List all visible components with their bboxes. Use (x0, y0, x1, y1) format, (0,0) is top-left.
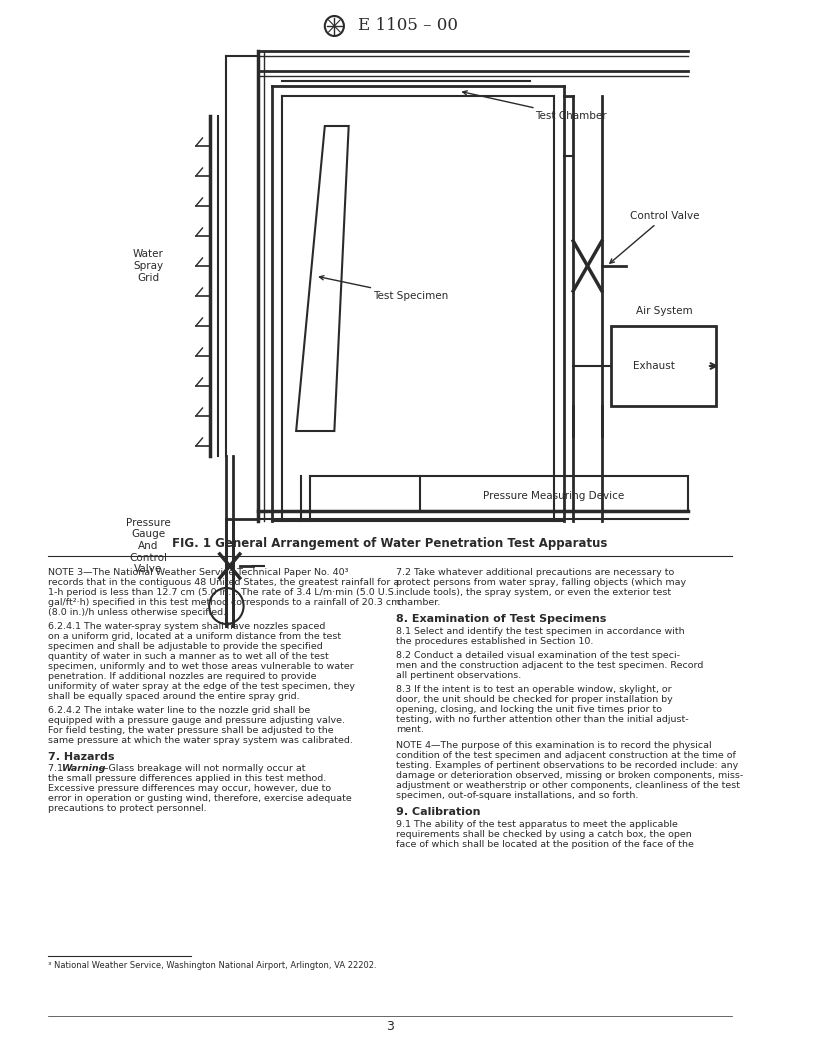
Text: 8.2 Conduct a detailed visual examination of the test speci-: 8.2 Conduct a detailed visual examinatio… (397, 650, 681, 660)
Text: (8.0 in.)/h unless otherwise specified.: (8.0 in.)/h unless otherwise specified. (48, 608, 226, 617)
Bar (611, 326, 716, 406)
Text: precautions to protect personnel.: precautions to protect personnel. (48, 804, 206, 813)
Text: requirements shall be checked by using a catch box, the open: requirements shall be checked by using a… (397, 830, 692, 840)
Text: Warning: Warning (62, 763, 106, 773)
Text: 9. Calibration: 9. Calibration (397, 807, 481, 817)
Text: specimen, out-of-square installations, and so forth.: specimen, out-of-square installations, a… (397, 791, 639, 800)
Text: adjustment or weatherstrip or other components, cleanliness of the test: adjustment or weatherstrip or other comp… (397, 781, 740, 790)
Text: 1-h period is less than 12.7 cm (5.0 in.). The rate of 3.4 L/m·min (5.0 U.S.: 1-h period is less than 12.7 cm (5.0 in.… (48, 588, 397, 597)
Text: uniformity of water spray at the edge of the test specimen, they: uniformity of water spray at the edge of… (48, 682, 355, 691)
Text: NOTE 3—The National Weather Service Technical Paper No. 40³: NOTE 3—The National Weather Service Tech… (48, 568, 348, 577)
Text: Exhaust: Exhaust (633, 361, 676, 371)
Text: chamber.: chamber. (397, 598, 441, 607)
Text: 8.1 Select and identify the test specimen in accordance with: 8.1 Select and identify the test specime… (397, 627, 685, 636)
Text: E 1105 – 00: E 1105 – 00 (358, 18, 459, 35)
Text: testing. Examples of pertinent observations to be recorded include: any: testing. Examples of pertinent observati… (397, 761, 738, 770)
Text: Test Chamber: Test Chamber (463, 91, 606, 121)
Text: Pressure
Gauge
And
Control
Valve: Pressure Gauge And Control Valve (126, 517, 171, 574)
Text: protect persons from water spray, falling objects (which may: protect persons from water spray, fallin… (397, 578, 686, 587)
Text: Excessive pressure differences may occur, however, due to: Excessive pressure differences may occur… (48, 784, 331, 793)
Text: on a uniform grid, located at a uniform distance from the test: on a uniform grid, located at a uniform … (48, 631, 341, 641)
Text: 6.2.4.1 The water-spray system shall have nozzles spaced: 6.2.4.1 The water-spray system shall hav… (48, 622, 325, 631)
Text: same pressure at which the water spray system was calibrated.: same pressure at which the water spray s… (48, 736, 353, 744)
Text: quantity of water in such a manner as to wet all of the test: quantity of water in such a manner as to… (48, 652, 329, 661)
Text: Pressure Measuring Device: Pressure Measuring Device (483, 491, 625, 501)
Text: —Glass breakage will not normally occur at: —Glass breakage will not normally occur … (100, 763, 306, 773)
Bar (420, 476, 688, 511)
Text: all pertinent observations.: all pertinent observations. (397, 671, 521, 680)
Text: records that in the contiguous 48 United States, the greatest rainfall for a: records that in the contiguous 48 United… (48, 578, 399, 587)
Text: 7.1: 7.1 (48, 763, 66, 773)
Text: equipped with a pressure gauge and pressure adjusting valve.: equipped with a pressure gauge and press… (48, 716, 345, 725)
Text: 7. Hazards: 7. Hazards (48, 752, 114, 762)
Text: Air System: Air System (636, 306, 692, 316)
Text: condition of the test specimen and adjacent construction at the time of: condition of the test specimen and adjac… (397, 751, 736, 760)
Text: 9.1 The ability of the test apparatus to meet the applicable: 9.1 The ability of the test apparatus to… (397, 821, 678, 829)
Text: the small pressure differences applied in this test method.: the small pressure differences applied i… (48, 774, 326, 782)
Text: 8.3 If the intent is to test an operable window, skylight, or: 8.3 If the intent is to test an operable… (397, 685, 672, 694)
Text: Test Specimen: Test Specimen (320, 276, 448, 301)
Text: specimen and shall be adjustable to provide the specified: specimen and shall be adjustable to prov… (48, 642, 322, 650)
Text: opening, closing, and locking the unit five times prior to: opening, closing, and locking the unit f… (397, 705, 663, 714)
Text: NOTE 4—The purpose of this examination is to record the physical: NOTE 4—The purpose of this examination i… (397, 741, 712, 750)
Text: 7.2 Take whatever additional precautions are necessary to: 7.2 Take whatever additional precautions… (397, 568, 675, 577)
Text: damage or deterioration observed, missing or broken components, miss-: damage or deterioration observed, missin… (397, 771, 743, 780)
Text: specimen, uniformly and to wet those areas vulnerable to water: specimen, uniformly and to wet those are… (48, 662, 353, 671)
Text: face of which shall be located at the position of the face of the: face of which shall be located at the po… (397, 840, 694, 849)
Text: 8. Examination of Test Specimens: 8. Examination of Test Specimens (397, 614, 607, 624)
Text: For field testing, the water pressure shall be adjusted to the: For field testing, the water pressure sh… (48, 727, 334, 735)
Text: men and the construction adjacent to the test specimen. Record: men and the construction adjacent to the… (397, 661, 704, 670)
Text: error in operation or gusting wind, therefore, exercise adequate: error in operation or gusting wind, ther… (48, 794, 352, 803)
Text: gal/ft²·h) specified in this test method corresponds to a rainfall of 20.3 cm: gal/ft²·h) specified in this test method… (48, 598, 400, 607)
Text: penetration. If additional nozzles are required to provide: penetration. If additional nozzles are r… (48, 672, 317, 681)
Text: ³ National Weather Service, Washington National Airport, Arlington, VA 22202.: ³ National Weather Service, Washington N… (48, 961, 376, 970)
Text: shall be equally spaced around the entire spray grid.: shall be equally spaced around the entir… (48, 692, 299, 701)
Text: Control Valve: Control Valve (610, 211, 700, 263)
Text: 3: 3 (386, 1019, 393, 1033)
Text: testing, with no further attention other than the initial adjust-: testing, with no further attention other… (397, 715, 689, 724)
Text: FIG. 1 General Arrangement of Water Penetration Test Apparatus: FIG. 1 General Arrangement of Water Pene… (172, 538, 607, 550)
Text: Water
Spray
Grid: Water Spray Grid (133, 249, 163, 283)
Text: the procedures established in Section 10.: the procedures established in Section 10… (397, 637, 594, 646)
Text: door, the unit should be checked for proper installation by: door, the unit should be checked for pro… (397, 695, 673, 704)
Text: 6.2.4.2 The intake water line to the nozzle grid shall be: 6.2.4.2 The intake water line to the noz… (48, 706, 310, 715)
Text: include tools), the spray system, or even the exterior test: include tools), the spray system, or eve… (397, 588, 672, 597)
Text: ment.: ment. (397, 725, 424, 734)
